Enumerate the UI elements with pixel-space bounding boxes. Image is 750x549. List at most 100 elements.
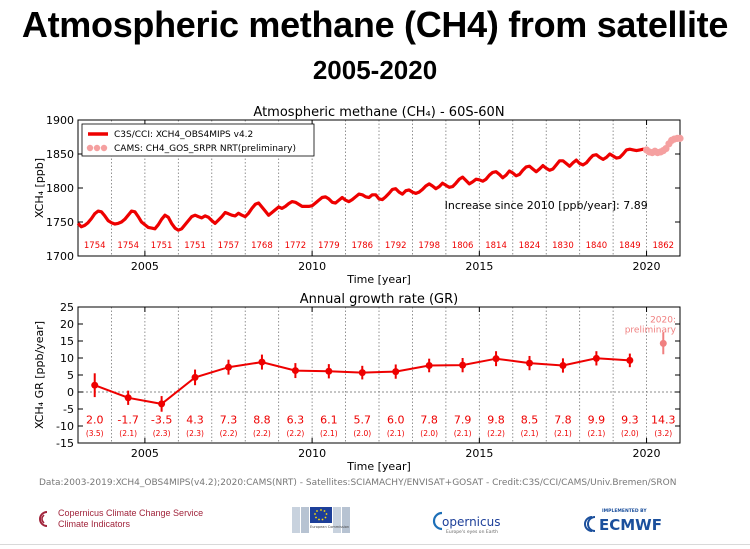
copernicus-logo-svg: opernicus Europe's eyes on Earth [432,511,500,535]
growth-error-label: (2.0) [420,429,438,438]
legend-swatch-cams [86,144,94,152]
x-tick-label: 2005 [131,447,159,460]
growth-value-label: 7.8 [554,413,572,426]
growth-value-label: 6.3 [287,413,305,426]
copernicus-wordmark: opernicus [442,515,500,529]
growth-rate-point [425,361,433,369]
legend-label-obs4mips: C3S/CCI: XCH4_OBS4MIPS v4.2 [114,130,253,140]
growth-value-label: 9.8 [487,413,505,426]
growth-value-label: 14.3 [651,413,676,426]
eu-building-icon: European Commission [292,507,350,533]
growth-value-label: 6.0 [387,413,405,426]
x-axis-label: Time [year] [346,273,411,286]
growth-rate-point [459,361,467,369]
y-axis-label: XCH₄ [ppb] [33,158,46,218]
y-tick-label: 10 [60,352,74,365]
yearly-mean-label: 1840 [586,241,608,251]
yearly-mean-label: 1798 [418,241,440,251]
growth-value-label: 9.9 [588,413,606,426]
y-tick-label: 1700 [46,250,74,263]
ecmwf-logo-svg: IMPLEMENTED BY ECMWF [584,508,662,534]
yearly-mean-label: 1830 [552,241,574,251]
growth-error-label: (2.3) [153,429,171,438]
y-tick-label: 1800 [46,182,74,195]
page-subtitle: 2005-2020 [312,55,438,85]
growth-error-label: (2.1) [554,429,572,438]
growth-rate-point [291,367,299,375]
legend-label-cams: CAMS: CH4_GOS_SRPR NRT(preliminary) [114,144,296,154]
yearly-mean-label: 1806 [452,241,474,251]
yearly-mean-label: 1754 [84,241,106,251]
growth-value-label: 5.7 [354,413,372,426]
growth-error-label: (2.3) [186,429,204,438]
x-tick-label: 2010 [298,260,326,273]
growth-error-label: (3.2) [654,429,672,438]
yearly-mean-label: 1779 [318,241,340,251]
growth-rate-line [94,357,630,405]
x-tick-label: 2020 [633,260,661,273]
yearly-mean-label: 1786 [351,241,373,251]
growth-value-label: -3.5 [151,413,172,426]
y-tick-label: 1850 [46,148,74,161]
series-point-cams [676,134,684,142]
x-tick-label: 2015 [465,260,493,273]
growth-value-label: 6.1 [320,413,338,426]
eu-logo-text: European Commission [310,525,349,529]
yearly-mean-label: 1824 [519,241,541,251]
y-tick-label: 20 [60,318,74,331]
growth-error-label: (2.1) [387,429,405,438]
growth-error-label: (3.5) [86,429,104,438]
growth-rate-point [225,363,232,371]
x-tick-label: 2020 [633,447,661,460]
growth-error-label: (2.1) [320,429,338,438]
legend-swatch-cams [93,144,101,152]
yearly-mean-label: 1862 [652,241,674,251]
y-tick-label: 15 [60,335,74,348]
growth-error-label: (2.2) [286,429,304,438]
yearly-mean-label: 1772 [285,241,307,251]
growth-value-label: 4.3 [186,413,204,426]
yearly-mean-label: 1768 [251,241,273,251]
growth-rate-point [526,359,533,367]
y-tick-label: 0 [67,386,74,399]
copernicus-logo: opernicus Europe's eyes on Earth [432,510,512,541]
ecmwf-implemented-by: IMPLEMENTED BY [602,508,647,514]
ecmwf-wordmark: ECMWF [599,516,662,534]
c3s-logo-line1: Copernicus Climate Change Service [58,508,204,518]
growth-value-label: 9.3 [621,413,639,426]
growth-rate-point [626,356,634,364]
growth-rate-point [559,361,567,369]
growth-value-label: 7.8 [420,413,438,426]
chart-title: Annual growth rate (GR) [300,292,458,307]
chart-title: Atmospheric methane (CH₄) - 60S-60N [253,105,504,120]
growth-rate-point [191,373,199,381]
c3s-logo: Copernicus Climate Change Service Climat… [36,508,203,530]
ecmwf-logo: IMPLEMENTED BY ECMWF [580,506,680,541]
growth-rate-point [492,355,500,363]
growth-value-label: 8.5 [521,413,539,426]
growth-error-label: (2.1) [587,429,605,438]
c3s-logo-icon [39,511,48,527]
c3s-logo-line2: Climate Indicators [58,519,131,529]
footer-divider [0,544,750,545]
source-credit: Data:2003-2019:XCH4_OBS4MIPS(v4.2);2020:… [39,478,677,488]
growth-value-label: 8.8 [253,413,271,426]
y-tick-label: -5 [63,403,74,416]
page-title: Atmospheric methane (CH4) from satellite [21,4,729,45]
x-tick-label: 2010 [298,447,326,460]
y-tick-label: 5 [67,369,74,382]
growth-value-label: 2.0 [86,413,104,426]
y-axis-label: XCH₄ GR [ppb/year] [33,321,46,429]
growth-error-label: (2.2) [253,429,271,438]
growth-rate-point [325,367,333,375]
growth-error-label: (2.0) [621,429,639,438]
copernicus-tagline: Europe's eyes on Earth [446,529,498,535]
legend-swatch-cams [100,144,108,152]
yearly-mean-label: 1792 [385,241,407,251]
growth-rate-point [392,368,400,376]
growth-error-label: (2.1) [119,429,137,438]
growth-rate-point [592,354,600,362]
y-tick-label: 1750 [46,216,74,229]
growth-error-label: (2.0) [353,429,371,438]
